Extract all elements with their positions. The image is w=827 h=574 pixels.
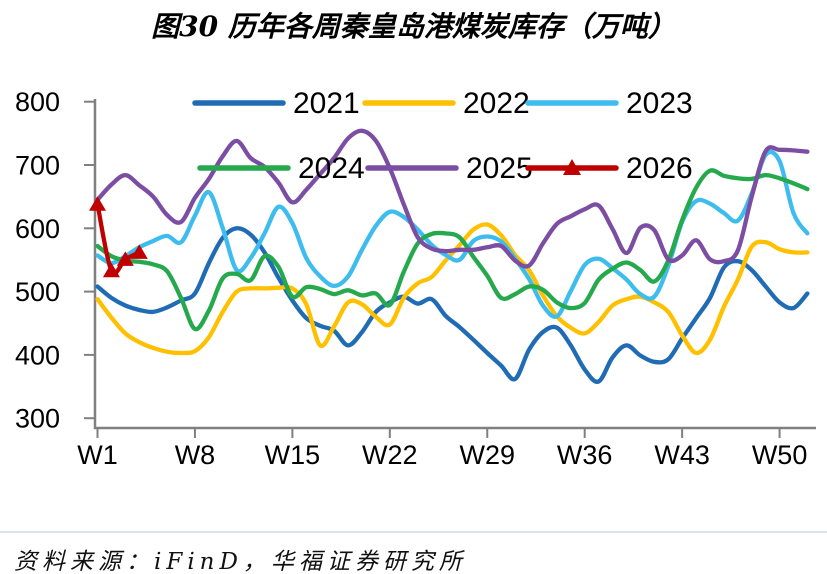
x-tick-label-W43: W43 bbox=[654, 440, 710, 470]
legend-label-2024: 2024 bbox=[298, 152, 365, 185]
series-line-2023 bbox=[95, 149, 810, 319]
footer-divider bbox=[0, 531, 827, 533]
data-marker-2026-w3 bbox=[116, 251, 134, 266]
chart-title: 图30 历年各周秦皇岛港煤炭库存（万吨） bbox=[151, 10, 676, 43]
legend-label-2025: 2025 bbox=[466, 152, 533, 185]
x-tick-label-W50: W50 bbox=[752, 440, 808, 470]
source-note: 资料来源：iFinD，华福证券研究所 bbox=[14, 549, 467, 574]
y-tick-label-700: 700 bbox=[15, 151, 60, 181]
y-tick-label-300: 300 bbox=[15, 404, 60, 434]
x-tick-label-W22: W22 bbox=[362, 440, 418, 470]
y-tick-label-600: 600 bbox=[15, 214, 60, 244]
series-line-2024 bbox=[95, 168, 810, 332]
y-tick-label-400: 400 bbox=[15, 340, 60, 370]
x-tick-label-W8: W8 bbox=[175, 440, 216, 470]
series-line-2026 bbox=[95, 202, 142, 276]
series-line-2021 bbox=[95, 226, 810, 384]
data-marker-2026-w2 bbox=[102, 262, 120, 278]
data-marker-2026-w1 bbox=[89, 196, 106, 211]
legend-marker-2026 bbox=[563, 159, 581, 175]
x-tick-label-W1: W1 bbox=[77, 440, 118, 470]
x-tick-label-W15: W15 bbox=[265, 440, 321, 470]
y-tick-label-500: 500 bbox=[15, 277, 60, 307]
legend-label-2026: 2026 bbox=[626, 152, 693, 185]
x-tick-label-W36: W36 bbox=[557, 440, 613, 470]
legend-label-2022: 2022 bbox=[463, 87, 530, 120]
x-tick-label-W29: W29 bbox=[459, 440, 515, 470]
legend-label-2021: 2021 bbox=[293, 87, 360, 120]
data-marker-2026-w4 bbox=[130, 244, 148, 259]
series-line-2022 bbox=[95, 222, 810, 356]
legend-label-2023: 2023 bbox=[626, 87, 693, 120]
y-tick-label-800: 800 bbox=[15, 87, 60, 117]
